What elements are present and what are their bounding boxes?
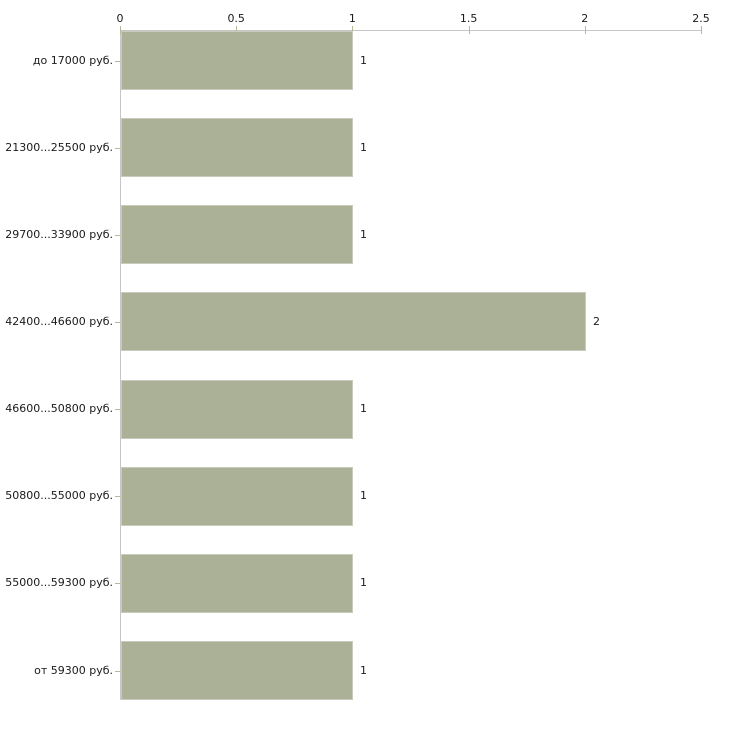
y-tick-mark — [115, 322, 120, 323]
x-tick-label: 1.5 — [459, 12, 478, 25]
x-tick-mark — [584, 26, 586, 34]
bar-value-label: 1 — [360, 664, 367, 677]
bar — [121, 553, 354, 613]
y-tick-mark — [115, 583, 120, 584]
bar — [121, 466, 354, 526]
y-tick-mark — [115, 235, 120, 236]
x-tick-label: 2 — [581, 12, 589, 25]
bar — [121, 379, 354, 439]
category-label: до 17000 руб. — [32, 54, 113, 67]
y-tick-mark — [115, 61, 120, 62]
x-axis-line — [120, 30, 702, 31]
bar — [121, 31, 354, 90]
category-label: 46600...50800 руб. — [5, 402, 113, 415]
y-tick-mark — [115, 671, 120, 672]
category-label: 29700...33900 руб. — [5, 228, 113, 241]
x-tick-label: 2.5 — [692, 12, 710, 25]
y-tick-mark — [115, 148, 120, 149]
x-tick-mark — [468, 26, 470, 34]
y-axis-line — [120, 30, 121, 700]
x-tick-mark — [352, 26, 354, 34]
bar — [121, 292, 586, 352]
category-label: 55000...59300 руб. — [5, 576, 113, 589]
bar-value-label: 1 — [360, 402, 367, 415]
x-tick-label: 0 — [116, 12, 124, 25]
category-label: 21300...25500 руб. — [5, 141, 113, 154]
x-tick-label: 1 — [348, 12, 356, 25]
bar — [121, 641, 354, 700]
bar-value-label: 1 — [360, 141, 367, 154]
bar-value-label: 2 — [593, 315, 600, 328]
bar-value-label: 1 — [360, 54, 367, 67]
x-tick-mark — [236, 26, 238, 34]
bar-value-label: 1 — [360, 228, 367, 241]
bar — [121, 205, 354, 265]
category-label: 50800...55000 руб. — [5, 489, 113, 502]
bar-value-label: 1 — [360, 489, 367, 502]
bar-value-label: 1 — [360, 576, 367, 589]
x-tick-mark — [120, 26, 121, 34]
y-tick-mark — [115, 496, 120, 497]
x-tick-mark — [701, 26, 702, 34]
x-tick-label: 0.5 — [227, 12, 245, 25]
category-label: 42400...46600 руб. — [5, 315, 113, 328]
bar — [121, 118, 354, 178]
category-label: от 59300 руб. — [34, 664, 113, 677]
y-tick-mark — [115, 409, 120, 410]
